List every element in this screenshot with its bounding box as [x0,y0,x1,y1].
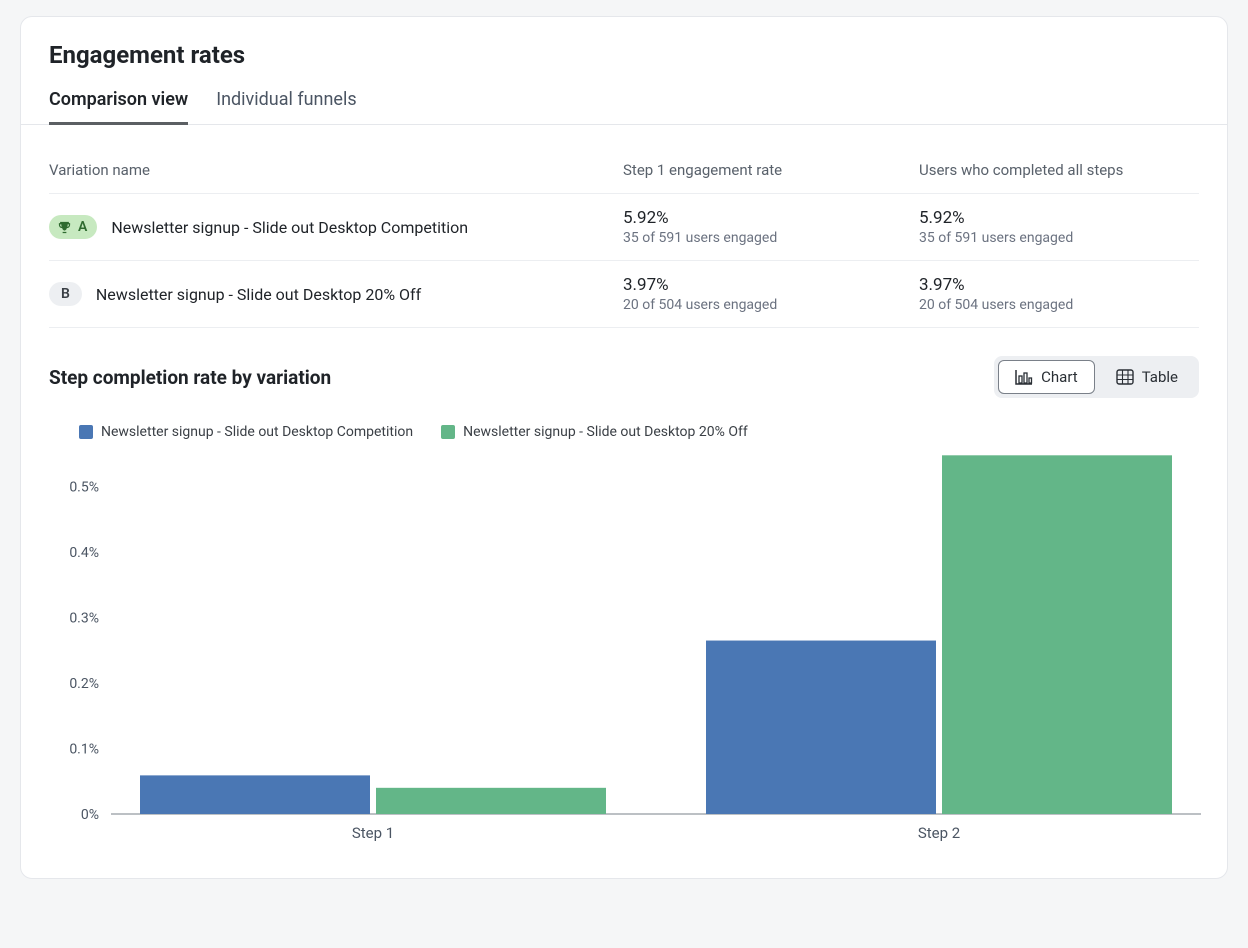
engagement-rates-card: Engagement rates Comparison view Individu… [20,16,1228,879]
variations-table: Variation name Step 1 engagement rate Us… [21,125,1227,328]
view-toggle-group: Chart Table [994,356,1199,398]
tab-comparison-view[interactable]: Comparison view [49,81,188,125]
step1-engagement-detail: 35 of 591 users engaged [623,230,903,246]
step1-engagement: 3.97% 20 of 504 users engaged [623,275,903,313]
toggle-table-button[interactable]: Table [1099,360,1195,394]
legend-swatch [79,425,93,439]
variation-badge: B [49,282,82,306]
toggle-table-label: Table [1142,368,1178,386]
step1-engagement-value: 3.97% [623,275,903,295]
y-axis-tick-label: 0.1% [69,742,99,758]
y-axis-tick-label: 0% [81,807,99,823]
legend-label: Newsletter signup - Slide out Desktop 20… [463,424,748,440]
toggle-chart-label: Chart [1041,368,1078,386]
trophy-icon [57,220,72,235]
all-steps-completion-detail: 35 of 591 users engaged [919,230,1199,246]
all-steps-completion: 3.97% 20 of 504 users engaged [919,275,1199,313]
view-tabs: Comparison view Individual funnels [21,81,1227,125]
chart-section-header: Step completion rate by variation Chart … [21,328,1227,406]
bar [706,641,936,814]
col-header-variation: Variation name [49,161,607,179]
col-header-step1: Step 1 engagement rate [623,161,903,179]
completion-rate-bar-chart: 0% 0.1% 0.2% 0.3% 0.4% 0.5% Step 1 Step 2 [49,446,1205,850]
all-steps-completion-value: 5.92% [919,208,1199,228]
all-steps-completion-detail: 20 of 504 users engaged [919,297,1199,313]
legend-item: Newsletter signup - Slide out Desktop Co… [79,424,413,440]
y-axis-tick-label: 0.3% [69,611,99,627]
card-title: Engagement rates [21,41,1227,81]
tab-individual-funnels[interactable]: Individual funnels [216,81,356,125]
variation-name: Newsletter signup - Slide out Desktop 20… [96,285,421,304]
step1-engagement-detail: 20 of 504 users engaged [623,297,903,313]
step1-engagement: 5.92% 35 of 591 users engaged [623,208,903,246]
x-axis-category-label: Step 1 [352,824,394,842]
chart-section-title: Step completion rate by variation [49,366,331,389]
step1-engagement-value: 5.92% [623,208,903,228]
chart-legend: Newsletter signup - Slide out Desktop Co… [49,424,1199,446]
legend-label: Newsletter signup - Slide out Desktop Co… [101,424,413,440]
table-row: A Newsletter signup - Slide out Desktop C… [49,194,1199,261]
variation-name: Newsletter signup - Slide out Desktop Co… [111,218,468,237]
all-steps-completion: 5.92% 35 of 591 users engaged [919,208,1199,246]
y-axis-tick-label: 0.2% [69,676,99,692]
col-header-all: Users who completed all steps [919,161,1199,179]
variation-letter: A [78,219,87,235]
toggle-chart-button[interactable]: Chart [998,360,1095,394]
legend-item: Newsletter signup - Slide out Desktop 20… [441,424,748,440]
variation-letter: B [61,286,70,302]
bar [140,775,370,814]
x-axis-category-label: Step 2 [918,824,960,842]
y-axis-tick-label: 0.4% [69,545,99,561]
table-row: B Newsletter signup - Slide out Desktop 2… [49,261,1199,328]
legend-swatch [441,425,455,439]
bar [942,455,1172,814]
bar-chart-icon [1015,369,1033,385]
all-steps-completion-value: 3.97% [919,275,1199,295]
bar [376,788,606,814]
table-header-row: Variation name Step 1 engagement rate Us… [49,133,1199,194]
variation-name-cell: B Newsletter signup - Slide out Desktop 2… [49,282,607,306]
table-icon [1116,369,1134,385]
chart-area: Newsletter signup - Slide out Desktop Co… [21,406,1227,850]
y-axis-tick-label: 0.5% [69,480,99,496]
winner-badge: A [49,215,97,239]
variation-name-cell: A Newsletter signup - Slide out Desktop C… [49,215,607,239]
